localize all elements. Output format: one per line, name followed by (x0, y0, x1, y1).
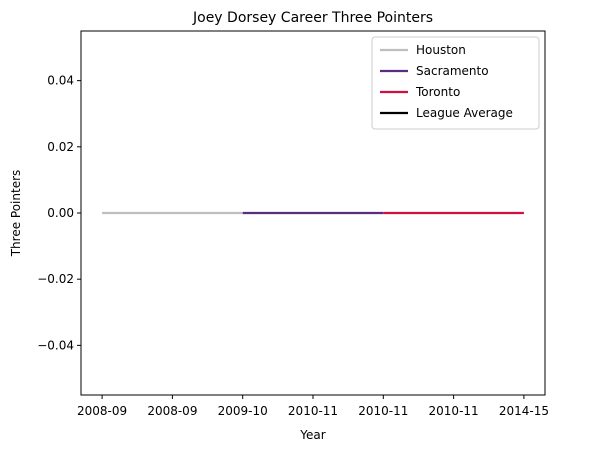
y-tick-label: −0.04 (37, 338, 74, 352)
y-tick-label: 0.02 (47, 140, 74, 154)
x-tick-label: 2010-11 (429, 404, 479, 418)
legend-label: League Average (416, 106, 513, 120)
x-axis: 2008-09 2008-09 2009-10 2010-11 2010-11 2010-… (77, 395, 549, 418)
y-tick-label: 0.04 (47, 74, 74, 88)
x-axis-label: Year (299, 428, 325, 442)
legend-label: Houston (416, 43, 466, 57)
y-axis: −0.04 −0.02 0.00 0.02 0.04 (37, 74, 81, 352)
x-tick-label: 2009-10 (218, 404, 268, 418)
x-tick-label: 2008-09 (147, 404, 197, 418)
legend-label: Toronto (415, 85, 460, 99)
chart-title: Joey Dorsey Career Three Pointers (192, 10, 433, 26)
y-tick-label: 0.00 (47, 206, 74, 220)
x-tick-label: 2010-11 (358, 404, 408, 418)
y-axis-label: Three Pointers (9, 170, 23, 258)
legend-label: Sacramento (416, 64, 489, 78)
y-tick-label: −0.02 (37, 272, 74, 286)
x-tick-label: 2014-15 (499, 404, 549, 418)
x-tick-label: 2010-11 (288, 404, 338, 418)
legend-box (371, 36, 540, 130)
x-tick-label: 2008-09 (77, 404, 127, 418)
legend: Houston Sacramento Toronto League Average (371, 36, 540, 130)
